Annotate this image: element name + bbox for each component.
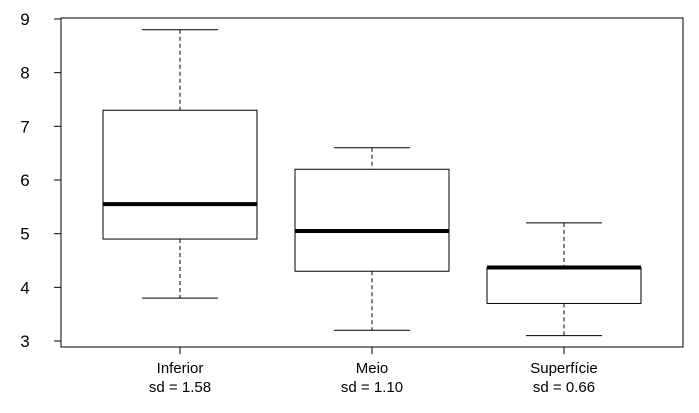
y-tick-label: 6: [20, 171, 29, 190]
iqr-box: [102, 109, 258, 240]
x-axis-labels: Inferior sd = 1.58 Meio sd = 1.10 Superfície…: [149, 346, 598, 396]
y-tick-label: 7: [20, 117, 29, 136]
box-meio: [294, 147, 450, 331]
y-axis: 3 4 5 6 7 8 9: [20, 10, 62, 351]
y-tick-label: 9: [20, 10, 29, 29]
y-tick-label: 3: [20, 332, 29, 351]
box-superfcie: [486, 222, 642, 337]
y-tick-label: 4: [20, 278, 29, 297]
iqr-box: [486, 266, 642, 304]
category-label: Superfície: [530, 360, 598, 377]
sd-label: sd = 1.58: [149, 379, 211, 396]
box-inferior: [102, 29, 258, 299]
sd-label: sd = 1.10: [341, 379, 403, 396]
category-label: Inferior: [157, 360, 204, 377]
iqr-box: [294, 168, 450, 272]
sd-label: sd = 0.66: [533, 379, 595, 396]
boxes: [102, 29, 642, 337]
category-label: Meio: [356, 360, 389, 377]
y-tick-label: 8: [20, 64, 29, 83]
y-tick-label: 5: [20, 225, 29, 244]
